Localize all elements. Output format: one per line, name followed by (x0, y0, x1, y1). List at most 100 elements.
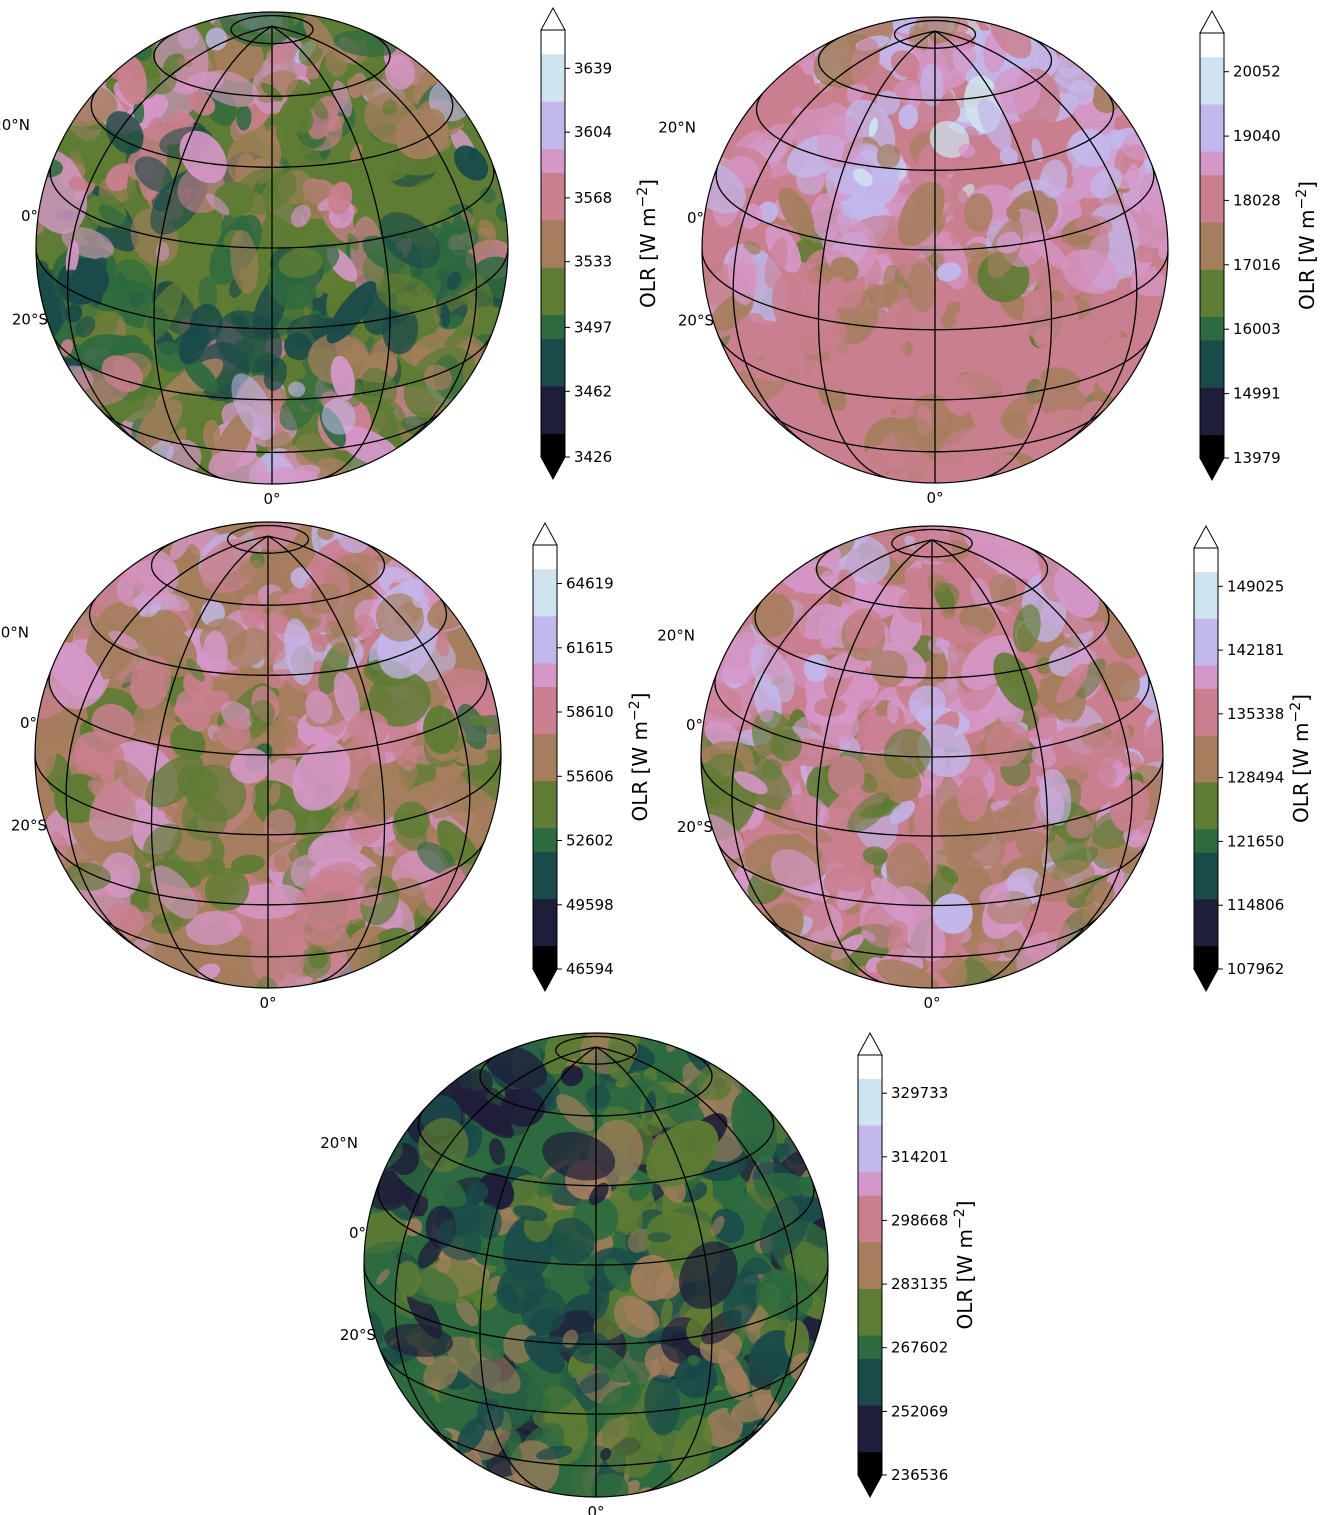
field-patch (376, 273, 434, 316)
field-patch (963, 193, 993, 232)
field-patch (836, 569, 856, 604)
colorbar-tick-label: 46594 (566, 960, 614, 978)
field-patch (1061, 249, 1118, 295)
lon-label-0: 0° (923, 994, 940, 1012)
field-patch (98, 204, 132, 232)
field-patch (996, 231, 1022, 254)
field-patch (827, 755, 865, 797)
field-patch (991, 884, 1010, 907)
field-patch (130, 655, 171, 710)
field-patch (406, 1287, 442, 1339)
field-patch (863, 445, 899, 474)
colorbar-segment (541, 77, 565, 102)
field-patch (806, 656, 824, 674)
graticule (701, 528, 1163, 988)
field-patch (555, 1444, 584, 1465)
field-patch (850, 37, 881, 87)
colorbar-segment (1200, 245, 1224, 270)
field-patch (757, 201, 778, 224)
field-patch (852, 168, 873, 187)
field-patch (1068, 79, 1095, 106)
field-patch (147, 67, 177, 95)
field-patch (858, 581, 890, 615)
meridian-line (267, 535, 386, 984)
field-patch (412, 591, 429, 609)
colorbar-tick-label: 17016 (1233, 256, 1281, 274)
field-patch (995, 787, 1043, 844)
field-patch (887, 700, 899, 724)
field-patch (1031, 138, 1044, 162)
field-patch (690, 1220, 714, 1241)
panel-2: 20°N 0° 20°S 0° 13979 14991 16003 17016 18028 190… (658, 9, 1319, 507)
colorbar-tick-label: 298668 (891, 1211, 948, 1229)
field-patch (347, 710, 389, 747)
field-patch (1150, 255, 1168, 283)
field-patch (920, 64, 944, 107)
field-patch (154, 341, 187, 373)
colorbar: 236536 252069 267602 283135 298668 314201 3297… (857, 1031, 977, 1499)
colorbar-segment (1200, 292, 1224, 317)
field-patch (188, 91, 216, 116)
field-patch (305, 690, 333, 724)
field-patch (927, 636, 949, 654)
field-patch (733, 312, 765, 347)
colorbar-label-close: ] (953, 1200, 977, 1208)
field-patch (764, 237, 788, 289)
colorbar-segment (533, 874, 557, 899)
field-patch (751, 593, 794, 638)
colorbar-segment (858, 1078, 882, 1103)
panel-5: 20°N 0° 20°S 0° 236536 252069 267602 283135 2986… (320, 1031, 977, 1515)
field-patch (929, 646, 948, 683)
field-patch (219, 12, 294, 47)
field-patch (179, 130, 227, 184)
field-patch (894, 416, 934, 453)
field-patch (687, 1354, 700, 1366)
colorbar-segment (1194, 594, 1218, 619)
colorbar-tick-label: 49598 (566, 896, 614, 914)
field-patch (907, 263, 936, 313)
colorbar-tick-label: 283135 (891, 1275, 948, 1293)
lat-label-20n: 20°N (0, 116, 30, 134)
field-patch (586, 1280, 610, 1320)
field-patch (1049, 290, 1064, 303)
field-patch (346, 927, 381, 972)
field-patch (761, 759, 783, 780)
field-patch (385, 54, 415, 90)
field-patch (284, 618, 314, 686)
field-patch (436, 1255, 451, 1273)
field-patch (759, 706, 774, 723)
field-patch (917, 724, 971, 778)
graticule (36, 14, 508, 484)
field-patch (935, 428, 997, 483)
colorbar-tick-label: 3462 (574, 382, 612, 400)
meridian-line (595, 1046, 798, 1462)
colorbar-segment (858, 1171, 882, 1196)
field-patch (290, 204, 311, 228)
field-patch (330, 355, 355, 401)
colorbar-tick-label: 314201 (891, 1148, 948, 1166)
colorbar-segment (1200, 269, 1224, 294)
colorbar-extend-max (1193, 524, 1219, 549)
field-patch (205, 27, 228, 51)
colorbar-label-close: ] (628, 692, 652, 700)
field-patch (54, 735, 82, 761)
colorbar-segment (541, 53, 565, 78)
field-patch (366, 397, 406, 434)
field-patch (456, 1298, 479, 1327)
colorbar-segment (541, 314, 565, 339)
field-patch (909, 25, 929, 51)
colorbar-label-close: ] (1289, 694, 1313, 702)
colorbar-segment (1194, 711, 1218, 736)
field-patch (844, 608, 885, 649)
field-patch (274, 842, 299, 873)
colorbar-segment (858, 1358, 882, 1383)
meridian-line (267, 535, 471, 953)
field-patch (1033, 326, 1054, 348)
field-patch (985, 721, 1030, 767)
field-patch (116, 558, 180, 608)
colorbar-label: OLR [W m−2] (1294, 181, 1319, 310)
field-patch (421, 108, 445, 132)
field-patch (278, 248, 323, 279)
field-patch (830, 256, 859, 282)
field-patch (913, 527, 954, 563)
